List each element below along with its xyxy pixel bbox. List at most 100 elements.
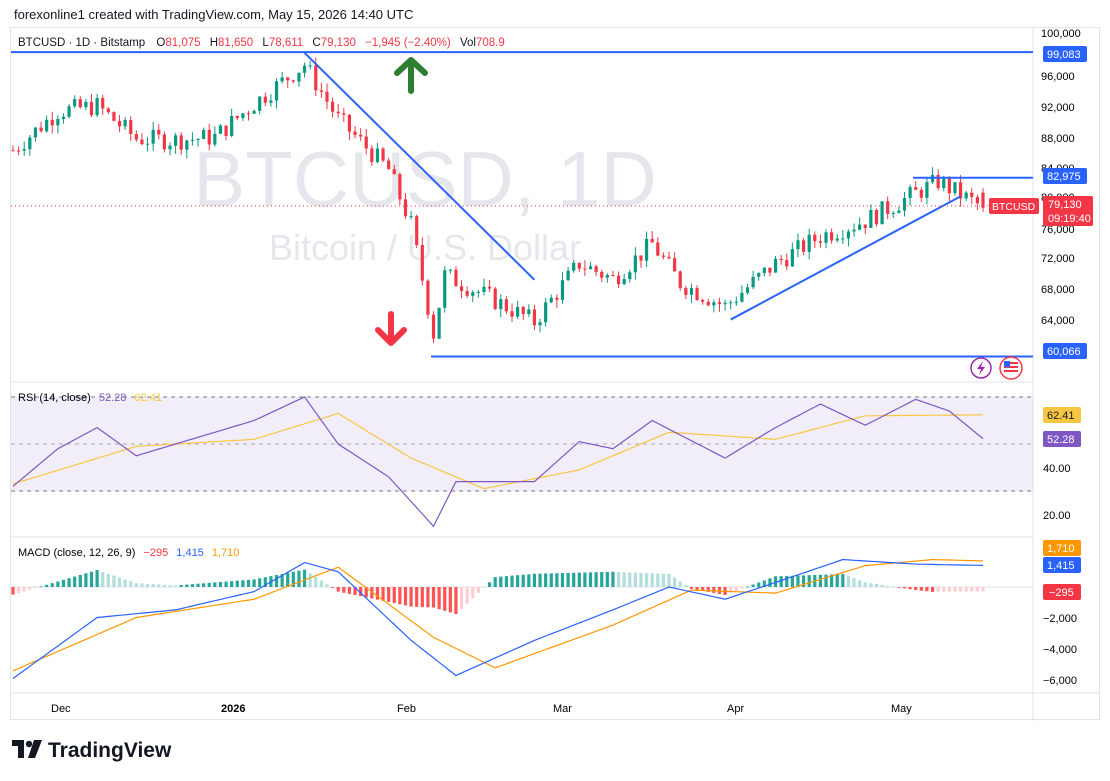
candle-body — [858, 224, 862, 230]
macd-histogram-bar — [891, 586, 895, 588]
candle-body — [241, 113, 245, 118]
candle-body — [487, 286, 492, 289]
macd-histogram-bar — [936, 587, 940, 592]
rsi-legend[interactable]: RSI (14, close) 52.28 62.41 — [18, 392, 162, 404]
macd-histogram-bar — [437, 587, 441, 610]
rsi-legend-value: 52.28 — [99, 392, 127, 404]
macd-histogram-bar — [745, 586, 750, 588]
watermark-title: BTCUSD, 1D — [193, 135, 657, 223]
price-axis[interactable]: 100,000 96,000 92,000 88,000 84,000 80,0… — [989, 28, 1093, 359]
legend-high-label: H — [210, 37, 218, 49]
candle-body — [673, 258, 677, 272]
candle-body — [549, 297, 553, 303]
candle-body — [207, 129, 211, 145]
candle-body — [129, 120, 133, 135]
candle-body — [532, 309, 537, 326]
macd-histogram-bar — [549, 573, 553, 587]
macd-histogram-bar — [325, 584, 329, 587]
candle-body — [78, 99, 82, 108]
macd-histogram-bar — [863, 582, 867, 587]
candle-body — [757, 273, 761, 277]
candle-body — [106, 108, 110, 113]
candle-body — [863, 224, 867, 228]
candle-body — [942, 178, 946, 189]
candle-body — [22, 149, 26, 151]
macd-histogram-bar — [61, 579, 66, 587]
macd-histogram-bar — [168, 585, 172, 587]
macd-histogram-bar — [633, 572, 637, 587]
legend-symbol: BTCUSD · 1D · Bitstamp — [18, 37, 145, 49]
macd-histogram-bar — [431, 587, 436, 608]
candle-body — [706, 301, 710, 306]
candle-body — [785, 260, 789, 267]
candle-body — [336, 111, 340, 114]
candle-body — [953, 182, 957, 194]
candle-body — [880, 201, 884, 225]
candle-body — [218, 125, 223, 134]
chart-frame[interactable]: BTCUSD, 1D Bitcoin / U.S. Dollar BTCUSD … — [10, 27, 1101, 721]
macd-histogram-bar — [841, 574, 845, 587]
macd-histogram-bar — [319, 580, 323, 587]
candle-body — [622, 279, 626, 285]
candle-body — [919, 189, 923, 198]
macd-histogram-bar — [420, 587, 424, 608]
macd-histogram-bar — [650, 573, 654, 587]
macd-histogram-bar — [291, 571, 295, 587]
macd-histogram-bar — [78, 574, 82, 587]
us-flag-icon[interactable] — [999, 356, 1023, 380]
trend-line — [303, 52, 536, 281]
macd-histogram-bar — [359, 587, 363, 597]
macd-histogram-bar — [510, 575, 514, 587]
candle-body — [712, 302, 716, 306]
candle-body — [656, 242, 660, 256]
macd-histogram-bar — [953, 587, 957, 592]
candle-body — [454, 269, 458, 287]
macd-histogram-bar — [409, 587, 413, 607]
time-axis[interactable]: Dec 2026 Feb Mar Apr May — [51, 703, 912, 715]
candle-body — [185, 140, 189, 150]
macd-histogram-bar — [89, 571, 94, 587]
chart-caption: forexonline1 created with TradingView.co… — [14, 7, 414, 22]
candle-body — [28, 137, 32, 150]
macd-histogram-bar — [975, 587, 979, 592]
macd-histogram-bar — [314, 576, 318, 587]
candle-body — [830, 232, 834, 241]
macd-histogram-bar — [566, 572, 570, 587]
main-legend[interactable]: BTCUSD · 1D · Bitstamp O81,075 H81,650 L… — [18, 37, 505, 49]
macd-histogram-bar — [818, 574, 822, 587]
macd-histogram-bar — [342, 587, 346, 593]
candle-body — [717, 302, 722, 305]
macd-signal-tag-label: 1,710 — [1047, 543, 1075, 555]
macd-histogram-bar — [258, 578, 262, 587]
rsi-tick: 40.00 — [1043, 463, 1071, 475]
macd-histogram-bar — [964, 587, 968, 592]
macd-histogram-bar — [235, 580, 239, 587]
tradingview-logo[interactable]: TradingView — [12, 738, 171, 764]
macd-histogram-bar — [852, 578, 856, 587]
candle-body — [594, 266, 598, 272]
macd-histogram-bar — [555, 573, 559, 587]
candle-body — [17, 150, 21, 152]
macd-histogram-bar — [616, 571, 621, 587]
macd-legend[interactable]: MACD (close, 12, 26, 9) −295 1,415 1,710 — [18, 547, 239, 559]
candle-body — [84, 101, 88, 108]
macd-histogram-bar — [611, 571, 615, 587]
macd-histogram-bar — [684, 585, 688, 587]
candle-body — [841, 238, 845, 240]
candle-body — [459, 286, 464, 292]
candle-body — [482, 286, 486, 292]
candle-body — [768, 267, 772, 273]
candle-body — [813, 234, 817, 242]
candle-body — [801, 240, 806, 252]
legend-close: 79,130 — [321, 37, 356, 49]
macd-histogram-bar — [224, 581, 228, 587]
macd-legend-signal: 1,710 — [212, 547, 240, 559]
candle-body — [818, 241, 822, 243]
macd-histogram-bar — [779, 576, 783, 587]
lightning-event-icon[interactable] — [970, 357, 992, 379]
candle-body — [600, 271, 604, 278]
candle-body — [308, 65, 312, 67]
macd-tick: −6,000 — [1043, 675, 1077, 687]
chart-canvas[interactable]: BTCUSD, 1D Bitcoin / U.S. Dollar BTCUSD … — [11, 28, 1101, 721]
macd-histogram-bar — [785, 575, 789, 587]
